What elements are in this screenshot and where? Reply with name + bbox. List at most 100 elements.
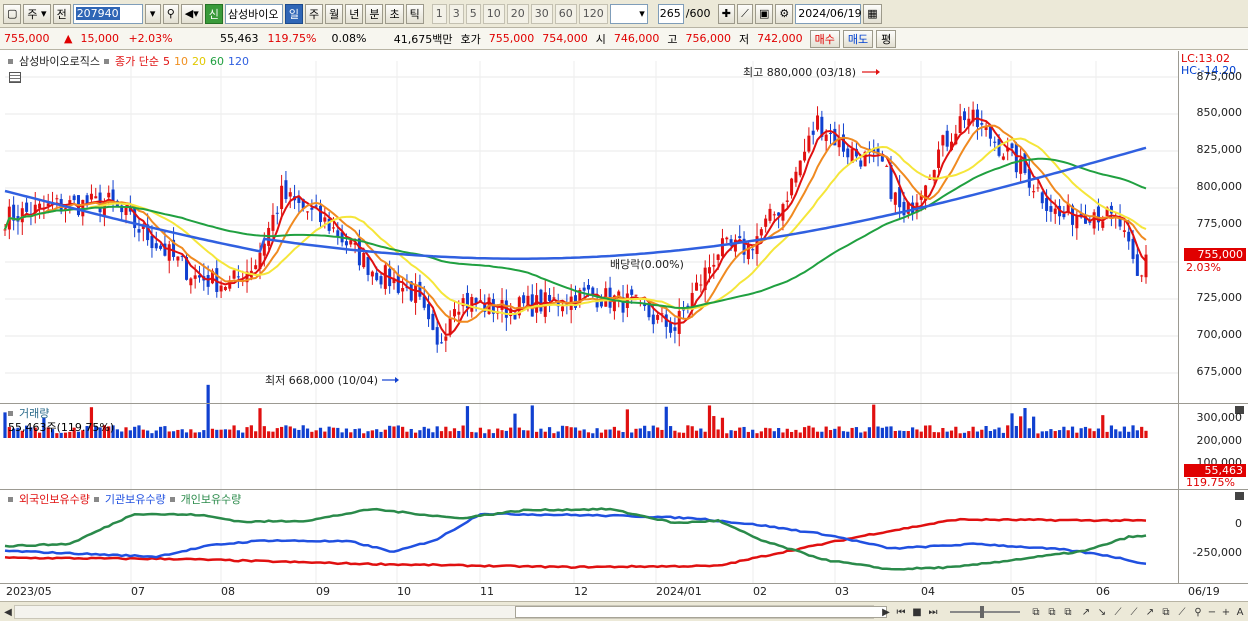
candle-body bbox=[699, 284, 703, 286]
volume-panel-title[interactable]: 거래량 bbox=[19, 407, 50, 420]
open-label: 시 bbox=[595, 32, 606, 46]
volume-bar bbox=[418, 430, 422, 438]
interval-120-button[interactable]: 120 bbox=[578, 3, 608, 24]
period-tick-tab[interactable]: 틱 bbox=[405, 3, 424, 24]
volume-bar bbox=[530, 405, 534, 438]
date-tick: 06/19 bbox=[1188, 585, 1220, 598]
save-icon[interactable]: ▣ bbox=[754, 3, 774, 24]
font-size-icon[interactable]: A bbox=[1236, 606, 1244, 618]
candle-body bbox=[379, 276, 383, 285]
draw-cross-icon[interactable]: ⟋ bbox=[1130, 606, 1138, 618]
stock-name-field[interactable]: 삼성바이오 bbox=[224, 3, 283, 24]
volume-bar bbox=[1019, 416, 1023, 438]
moving-averages bbox=[4, 117, 1147, 336]
foreign-holding-label[interactable]: 외국인보유수량 bbox=[19, 493, 90, 506]
prev-button[interactable]: 전 bbox=[52, 3, 71, 24]
trend-down-icon[interactable]: ↘ bbox=[1097, 606, 1107, 618]
rewind-icon[interactable]: ⏮ bbox=[896, 606, 906, 618]
candle-body bbox=[409, 281, 413, 301]
trend-up-icon[interactable]: ↗ bbox=[1081, 606, 1091, 618]
eval-button[interactable]: 평 bbox=[876, 29, 897, 48]
candle-body bbox=[967, 118, 971, 126]
compare-icon[interactable]: ⧉ bbox=[1064, 606, 1072, 618]
draw-text-icon[interactable]: ⟋ bbox=[1178, 606, 1186, 618]
price-change: 15,000 bbox=[80, 32, 119, 45]
candle-body bbox=[703, 267, 707, 291]
period-month-tab[interactable]: 월 bbox=[325, 3, 344, 24]
interval-1-button[interactable]: 1 bbox=[431, 3, 447, 24]
volume-bar bbox=[621, 432, 625, 438]
price-axis-tick: 850,000 bbox=[1196, 106, 1243, 119]
chart-scrollbar[interactable]: ◀ ▶ ⏮ ■ ⏭ ⧉ ⧉ ⧉ ↗ ↘ ⟋ ⟋ ↗ ⧉ ⟋ ⚲ − + A bbox=[0, 601, 1248, 621]
panel-divider-volume[interactable] bbox=[0, 403, 1248, 404]
line-tool-icon[interactable]: ⟋ bbox=[736, 3, 753, 24]
interval-custom-input[interactable]: ▾ bbox=[609, 3, 648, 24]
volume-bar bbox=[500, 430, 504, 438]
period-week-tab[interactable]: 주 bbox=[304, 3, 324, 24]
view-count-input[interactable]: 265 bbox=[657, 3, 684, 24]
stop-icon[interactable]: ■ bbox=[912, 606, 922, 618]
interval-20-button[interactable]: 20 bbox=[506, 3, 529, 24]
zoom-out-icon[interactable]: − bbox=[1207, 606, 1217, 618]
holding-panel-close-icon[interactable] bbox=[1235, 492, 1244, 500]
candle-body bbox=[690, 292, 694, 308]
candle-body bbox=[448, 317, 452, 335]
individual-holding-label[interactable]: 개인보유수량 bbox=[180, 493, 242, 506]
candle-body bbox=[798, 160, 802, 176]
stock-code-input[interactable]: 207940 bbox=[72, 3, 143, 24]
forward-icon[interactable]: ⏭ bbox=[928, 606, 938, 618]
zoom-slider-handle[interactable] bbox=[980, 606, 984, 618]
candle-body bbox=[1019, 158, 1023, 174]
panel-divider-holding[interactable] bbox=[0, 489, 1248, 490]
layout-icon[interactable]: ⧉ bbox=[1032, 606, 1040, 618]
code-dropdown-icon[interactable]: ▾ bbox=[144, 3, 161, 24]
calendar-icon[interactable]: ▦ bbox=[863, 3, 882, 24]
scroll-left-icon[interactable]: ◀ bbox=[4, 606, 12, 618]
volume-bar bbox=[712, 416, 716, 438]
zoom-in-icon[interactable]: + bbox=[1221, 606, 1231, 618]
period-second-tab[interactable]: 초 bbox=[385, 3, 404, 24]
stock-chart[interactable]: 최고 880,000 (03/18) 최저 668,000 (10/04) 배당락(… bbox=[0, 51, 1248, 584]
interval-3-button[interactable]: 3 bbox=[448, 3, 464, 24]
ma-label[interactable]: 종가 단순 bbox=[114, 55, 159, 68]
settings-gear-icon[interactable]: ⚙ bbox=[775, 3, 794, 24]
scroll-track[interactable] bbox=[14, 605, 887, 619]
candle-body bbox=[1001, 156, 1005, 160]
period-year-tab[interactable]: 년 bbox=[345, 3, 364, 24]
candle-body bbox=[154, 243, 158, 249]
scroll-right-icon[interactable]: ▶ bbox=[882, 606, 890, 618]
draw-arrow-icon[interactable]: ↗ bbox=[1145, 606, 1155, 618]
price-panel-title[interactable]: 삼성바이오로직스 bbox=[19, 55, 100, 68]
candle-body bbox=[1075, 215, 1079, 229]
draw-line-icon[interactable]: ⟋ bbox=[1114, 606, 1122, 618]
candle-body bbox=[980, 123, 984, 125]
scroll-thumb[interactable] bbox=[515, 606, 887, 618]
crosshair-icon[interactable]: ✚ bbox=[717, 3, 735, 24]
period-minute-tab[interactable]: 분 bbox=[365, 3, 384, 24]
interval-60-button[interactable]: 60 bbox=[554, 3, 577, 24]
sound-icon[interactable]: ◀▾ bbox=[180, 3, 203, 24]
window-menu-icon[interactable]: ▢ bbox=[3, 3, 22, 24]
zoom-slider[interactable] bbox=[950, 606, 1020, 618]
date-input[interactable]: 2024/06/19 bbox=[795, 3, 862, 24]
search-icon[interactable]: ⚲ bbox=[162, 3, 179, 24]
interval-10-button[interactable]: 10 bbox=[482, 3, 505, 24]
institution-holding-label[interactable]: 기관보유수량 bbox=[104, 493, 166, 506]
volume-bar bbox=[954, 426, 958, 438]
copy-icon[interactable]: ⧉ bbox=[1048, 606, 1056, 618]
interval-30-button[interactable]: 30 bbox=[530, 3, 553, 24]
volume-bar bbox=[971, 426, 975, 438]
high-label: 고 bbox=[667, 32, 678, 46]
sell-button[interactable]: 매도 bbox=[842, 29, 874, 48]
volume-panel-close-icon[interactable] bbox=[1235, 406, 1244, 414]
period-day-tab[interactable]: 일 bbox=[284, 3, 303, 24]
zoom-search-icon[interactable]: ⚲ bbox=[1194, 606, 1202, 618]
candle-body bbox=[111, 189, 115, 203]
candle-body bbox=[306, 211, 310, 213]
draw-rect-icon[interactable]: ⧉ bbox=[1162, 606, 1170, 618]
table-toggle-icon[interactable] bbox=[9, 72, 21, 83]
interval-5-button[interactable]: 5 bbox=[465, 3, 481, 24]
market-select[interactable]: 주 ▾ bbox=[23, 3, 51, 24]
buy-button[interactable]: 매수 bbox=[809, 29, 840, 48]
volume-bar bbox=[76, 431, 81, 438]
